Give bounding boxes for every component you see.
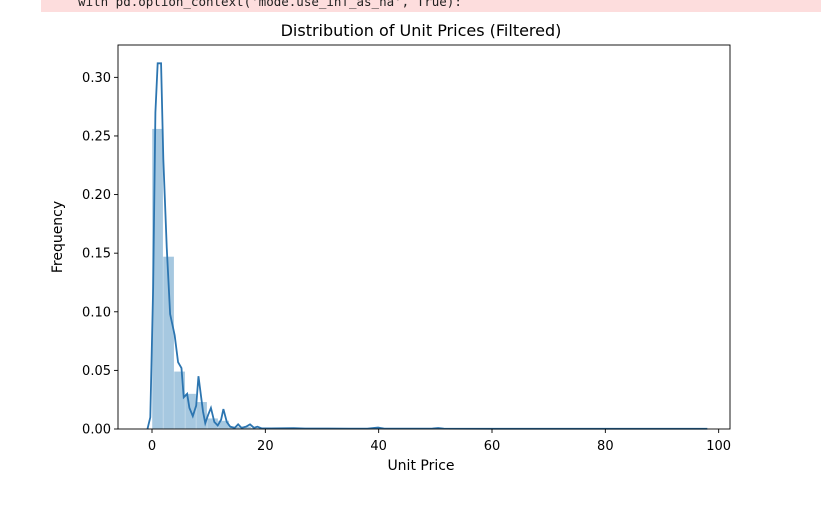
chart-title: Distribution of Unit Prices (Filtered) bbox=[281, 21, 562, 40]
histogram-bar bbox=[218, 420, 229, 429]
x-axis-ticks: 0 20 40 60 80 100 bbox=[148, 429, 731, 454]
warning-code-line: with pd.option_context('mode.use_inf_as_… bbox=[63, 0, 462, 9]
y-axis-label: Frequency bbox=[50, 201, 66, 273]
histogram-bar bbox=[196, 402, 207, 429]
y-axis-ticks: 0.00 0.05 0.10 0.15 0.20 0.25 0.30 bbox=[82, 71, 118, 438]
y-tick-label: 0.10 bbox=[82, 305, 111, 320]
x-tick-label: 60 bbox=[484, 439, 501, 454]
histogram-bar bbox=[251, 427, 262, 429]
x-tick-label: 100 bbox=[706, 439, 731, 454]
warning-banner: with pd.option_context('mode.use_inf_as_… bbox=[41, 0, 821, 12]
histogram-bar bbox=[240, 426, 251, 429]
x-tick-label: 80 bbox=[597, 439, 614, 454]
y-tick-label: 0.30 bbox=[82, 71, 111, 86]
plot-area-frame bbox=[117, 44, 731, 430]
x-tick-label: 40 bbox=[370, 439, 387, 454]
y-tick-label: 0.25 bbox=[82, 129, 111, 144]
histogram-bar bbox=[174, 371, 185, 429]
y-tick-label: 0.00 bbox=[82, 423, 111, 438]
y-tick-label: 0.20 bbox=[82, 188, 111, 203]
kde-line bbox=[146, 62, 708, 430]
x-tick-label: 0 bbox=[148, 439, 156, 454]
histogram-bar bbox=[207, 418, 218, 429]
y-tick-label: 0.15 bbox=[82, 247, 111, 262]
y-tick-label: 0.05 bbox=[82, 364, 111, 379]
x-tick-label: 20 bbox=[257, 439, 274, 454]
histogram-bars bbox=[152, 128, 702, 429]
histogram-bar bbox=[152, 128, 163, 429]
histogram-bar bbox=[163, 256, 174, 429]
x-axis-label: Unit Price bbox=[387, 458, 454, 474]
